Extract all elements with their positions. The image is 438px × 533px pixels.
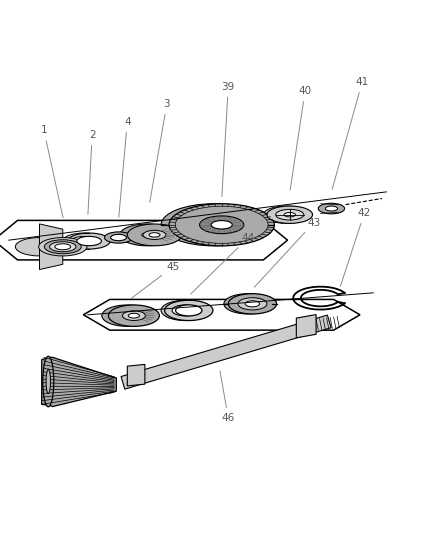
Ellipse shape bbox=[161, 300, 209, 320]
Ellipse shape bbox=[318, 203, 344, 214]
Ellipse shape bbox=[15, 238, 64, 256]
Polygon shape bbox=[83, 300, 359, 330]
Ellipse shape bbox=[172, 305, 198, 316]
Ellipse shape bbox=[143, 230, 166, 239]
Ellipse shape bbox=[175, 206, 268, 244]
Ellipse shape bbox=[266, 206, 312, 223]
Ellipse shape bbox=[43, 356, 53, 407]
Text: 2: 2 bbox=[88, 130, 95, 214]
Ellipse shape bbox=[77, 236, 101, 246]
Ellipse shape bbox=[141, 233, 152, 237]
Text: 42: 42 bbox=[339, 208, 370, 286]
Ellipse shape bbox=[203, 221, 224, 229]
Polygon shape bbox=[296, 314, 315, 338]
Text: 40: 40 bbox=[290, 86, 311, 190]
Ellipse shape bbox=[46, 369, 50, 393]
Text: 44: 44 bbox=[191, 233, 254, 294]
Ellipse shape bbox=[39, 238, 87, 256]
Ellipse shape bbox=[161, 204, 266, 246]
Text: 4: 4 bbox=[119, 117, 131, 217]
Ellipse shape bbox=[263, 206, 308, 223]
Text: 39: 39 bbox=[221, 82, 234, 197]
Ellipse shape bbox=[63, 233, 105, 249]
Ellipse shape bbox=[108, 305, 159, 326]
Ellipse shape bbox=[110, 235, 126, 241]
Ellipse shape bbox=[122, 311, 145, 320]
Ellipse shape bbox=[68, 233, 110, 249]
Ellipse shape bbox=[228, 294, 276, 314]
Ellipse shape bbox=[71, 236, 96, 246]
Text: 1: 1 bbox=[40, 125, 63, 217]
Text: 41: 41 bbox=[332, 77, 368, 189]
Text: 43: 43 bbox=[254, 217, 320, 287]
Polygon shape bbox=[121, 315, 330, 389]
Ellipse shape bbox=[55, 244, 71, 250]
Ellipse shape bbox=[244, 301, 259, 307]
Ellipse shape bbox=[127, 224, 181, 246]
Ellipse shape bbox=[325, 206, 337, 211]
Text: 3: 3 bbox=[149, 99, 170, 203]
Ellipse shape bbox=[120, 224, 174, 246]
Ellipse shape bbox=[199, 216, 243, 233]
Ellipse shape bbox=[102, 305, 152, 326]
Ellipse shape bbox=[175, 305, 201, 316]
Ellipse shape bbox=[44, 240, 81, 254]
Ellipse shape bbox=[128, 313, 139, 318]
Ellipse shape bbox=[164, 300, 212, 320]
Text: 45: 45 bbox=[131, 262, 180, 298]
Ellipse shape bbox=[149, 233, 159, 237]
Polygon shape bbox=[0, 221, 287, 260]
Text: 46: 46 bbox=[219, 371, 234, 423]
Polygon shape bbox=[39, 224, 63, 270]
Polygon shape bbox=[42, 357, 116, 407]
Ellipse shape bbox=[211, 221, 232, 229]
Ellipse shape bbox=[283, 213, 295, 217]
Ellipse shape bbox=[237, 298, 266, 310]
Ellipse shape bbox=[169, 204, 274, 246]
Ellipse shape bbox=[104, 232, 132, 243]
Polygon shape bbox=[127, 365, 145, 386]
Ellipse shape bbox=[275, 209, 303, 220]
Ellipse shape bbox=[223, 294, 272, 314]
Ellipse shape bbox=[49, 242, 76, 252]
